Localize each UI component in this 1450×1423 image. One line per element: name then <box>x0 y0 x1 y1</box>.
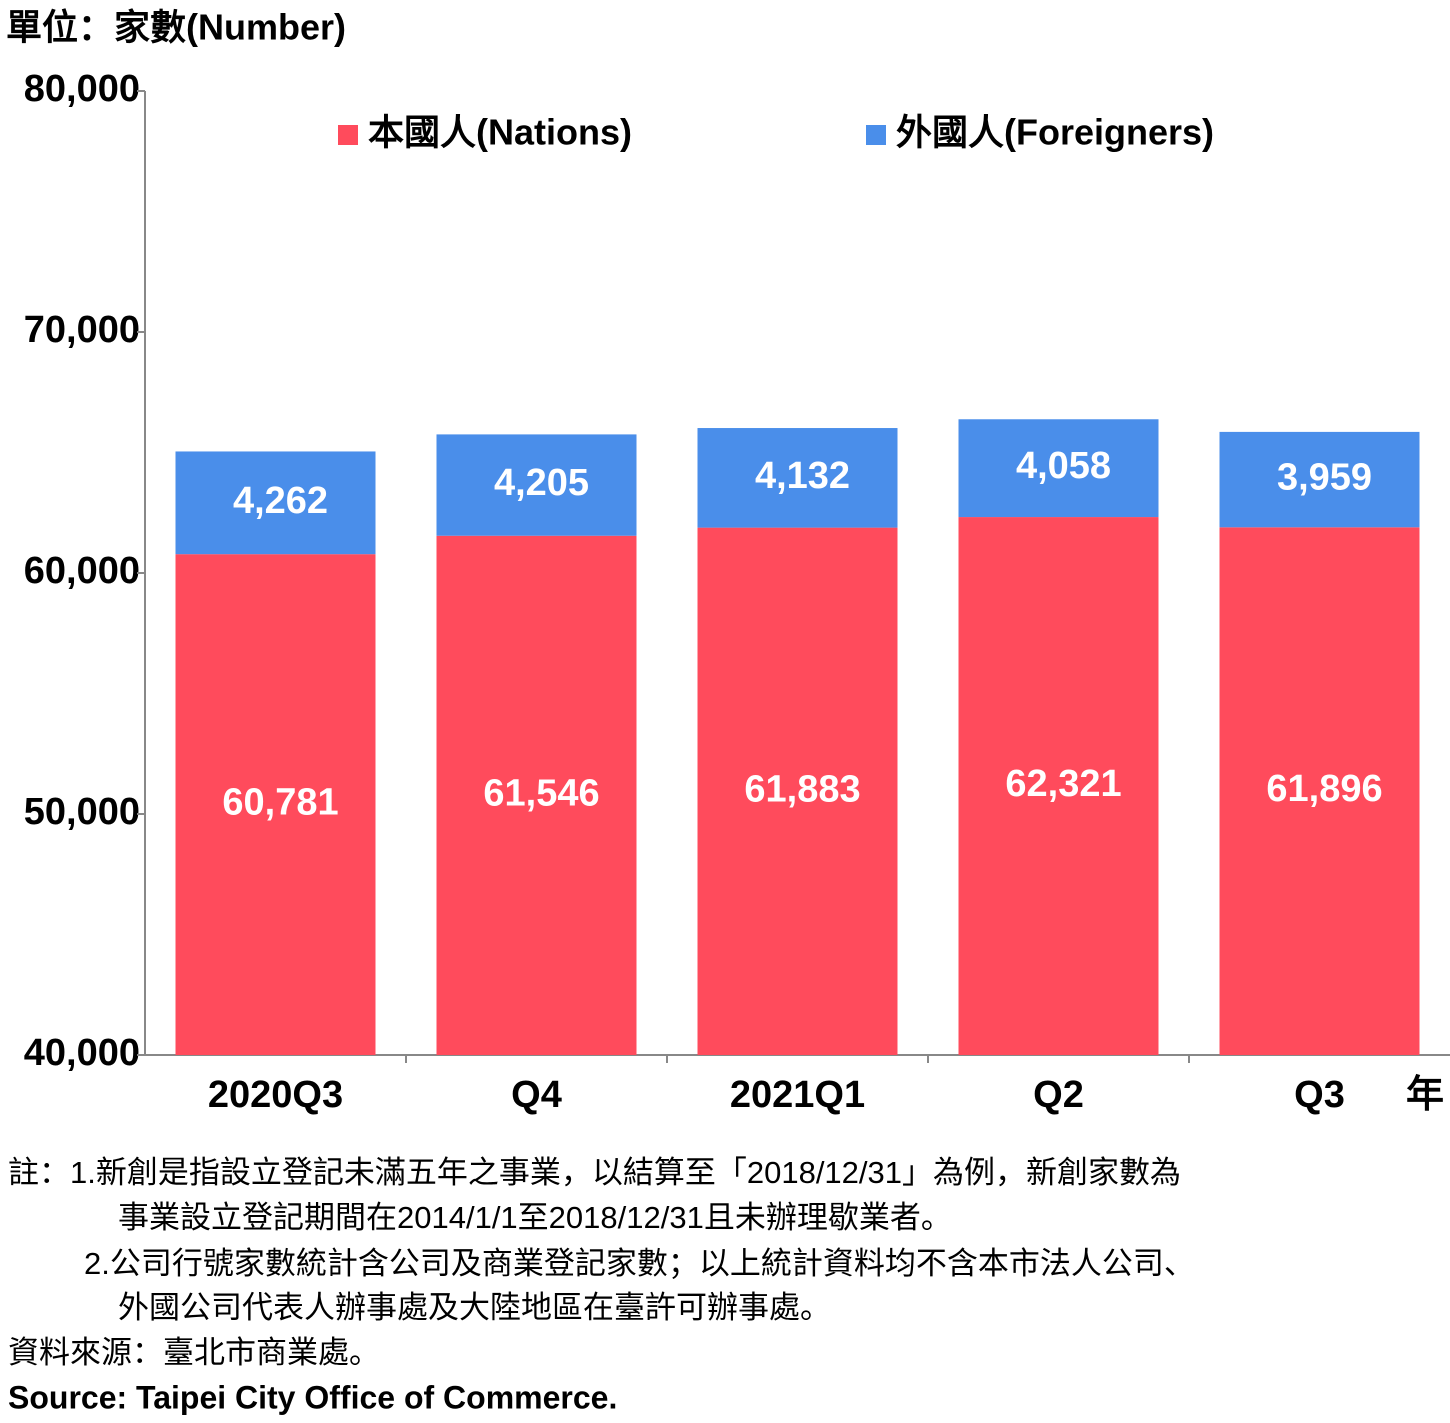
bar <box>175 451 376 555</box>
bar <box>697 428 898 528</box>
note: 2.公司行號家數統計含公司及商業登記家數；以上統計資料均不含本市法人公司、 <box>84 1246 1195 1281</box>
unit-label: 單位：家數(Number) <box>6 7 346 48</box>
value-label: 61,546 <box>483 772 599 814</box>
value-label: 4,058 <box>1016 445 1111 487</box>
legend-swatch <box>338 125 358 145</box>
bar <box>436 434 637 536</box>
value-label: 61,896 <box>1266 768 1382 810</box>
value-label: 4,205 <box>494 462 589 504</box>
x-tick-label: Q4 <box>511 1074 562 1116</box>
bar <box>436 535 637 1055</box>
bar <box>1219 431 1420 528</box>
x-tick-label: Q2 <box>1033 1074 1084 1116</box>
source: Source: Taipei City Office of Commerce. <box>8 1379 617 1415</box>
legend-label: 外國人(Foreigners) <box>896 112 1214 153</box>
note: 註：1.新創是指設立登記未滿五年之事業，以結算至「2018/12/31」為例，新… <box>8 1155 1181 1190</box>
value-label: 62,321 <box>1005 763 1121 805</box>
bar <box>1219 527 1420 1055</box>
note: 事業設立登記期間在2014/1/1至2018/12/31且未辦理歇業者。 <box>118 1200 952 1235</box>
y-tick-label: 60,000 <box>24 550 140 592</box>
bar <box>697 527 898 1055</box>
y-tick-label: 50,000 <box>24 791 140 833</box>
source: 資料來源：臺北市商業處。 <box>8 1335 380 1370</box>
bar <box>958 517 1159 1055</box>
value-label: 3,959 <box>1277 457 1372 499</box>
value-label: 60,781 <box>222 782 338 824</box>
y-tick-label: 80,000 <box>24 68 140 110</box>
x-tick-label: 2020Q3 <box>208 1074 343 1116</box>
value-label: 4,132 <box>755 455 850 497</box>
x-tick-label: 2021Q1 <box>730 1074 865 1116</box>
legend-swatch <box>866 125 886 145</box>
y-tick-label: 40,000 <box>24 1032 140 1074</box>
x-tick-label: Q3 <box>1294 1074 1345 1116</box>
note: 外國公司代表人辦事處及大陸地區在臺許可辦事處。 <box>118 1290 831 1325</box>
value-label: 4,262 <box>233 480 328 522</box>
legend-label: 本國人(Nations) <box>368 112 632 153</box>
y-tick-label: 70,000 <box>24 309 140 351</box>
bar <box>175 554 376 1055</box>
bar <box>958 419 1159 518</box>
x-axis-label: 年 <box>1406 1074 1444 1116</box>
value-label: 61,883 <box>744 768 860 810</box>
